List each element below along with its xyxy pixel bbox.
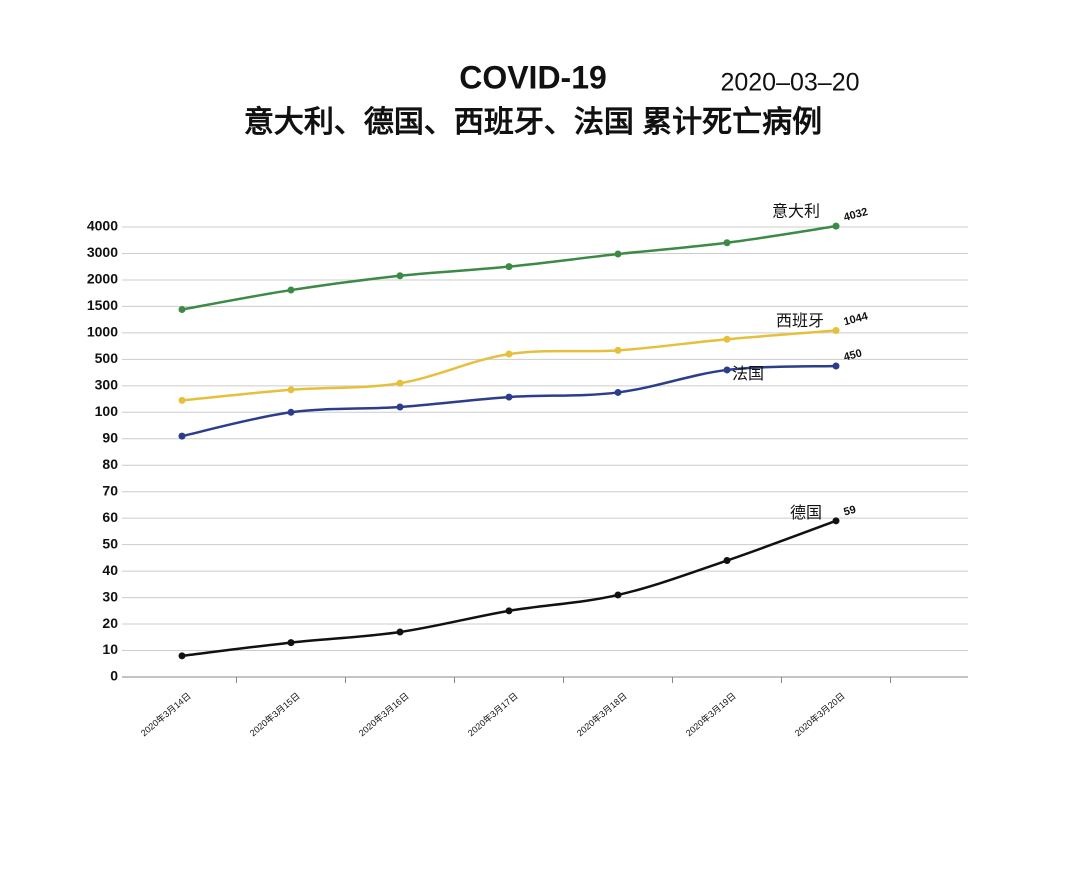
y-tick-label: 10 xyxy=(102,641,118,657)
data-point xyxy=(396,379,404,387)
data-point xyxy=(505,263,513,271)
data-point xyxy=(832,222,840,230)
y-tick-label: 90 xyxy=(102,429,118,445)
data-point xyxy=(614,346,622,354)
value-label: 1044 xyxy=(842,310,870,328)
x-tick-label: 2020年3月16日 xyxy=(356,690,411,738)
series-line xyxy=(181,519,837,658)
data-point xyxy=(832,517,840,525)
y-tick-label: 20 xyxy=(102,615,118,631)
x-tick-label: 2020年3月14日 xyxy=(138,690,193,738)
data-point xyxy=(396,628,404,636)
y-tick-label: 30 xyxy=(102,588,118,604)
y-tick-label: 80 xyxy=(102,456,118,472)
data-point xyxy=(832,362,840,370)
data-point xyxy=(505,393,513,401)
data-point xyxy=(178,652,186,660)
chart-date: 2020–03–20 xyxy=(720,69,859,97)
data-point xyxy=(287,408,295,416)
value-label: 450 xyxy=(842,347,863,363)
data-point xyxy=(287,286,295,294)
chart-title: COVID-19 xyxy=(459,59,607,95)
y-tick-label: 300 xyxy=(95,377,119,393)
y-tick-label: 500 xyxy=(95,350,119,366)
data-point xyxy=(614,250,622,258)
x-tick-label: 2020年3月20日 xyxy=(792,690,847,738)
y-tick-label: 50 xyxy=(102,535,118,551)
x-tick-label: 2020年3月18日 xyxy=(574,690,629,738)
y-tick-label: 0 xyxy=(110,668,118,684)
series-name: 西班牙 xyxy=(776,312,824,330)
x-tick-label: 2020年3月15日 xyxy=(247,690,302,738)
y-tick-label: 60 xyxy=(102,509,118,525)
value-label: 4032 xyxy=(842,206,869,224)
data-point xyxy=(505,607,513,615)
data-point xyxy=(287,386,295,394)
y-tick-label: 1500 xyxy=(87,297,118,313)
y-tick-label: 4000 xyxy=(87,218,118,234)
data-point xyxy=(178,396,186,404)
y-tick-label: 2000 xyxy=(87,271,118,287)
series-name: 法国 xyxy=(732,365,764,383)
data-point xyxy=(396,403,404,411)
data-point xyxy=(614,388,622,396)
data-point xyxy=(287,639,295,647)
data-point xyxy=(723,366,731,374)
series-name: 德国 xyxy=(790,504,822,522)
chart-subtitle: 意大利、德国、西班牙、法国 累计死亡病例 xyxy=(244,105,822,139)
data-point xyxy=(505,350,513,358)
data-point xyxy=(614,591,622,599)
data-point xyxy=(178,306,186,314)
data-point xyxy=(723,239,731,247)
x-tick-label: 2020年3月19日 xyxy=(683,690,738,738)
series-name: 意大利 xyxy=(772,201,820,220)
y-tick-label: 1000 xyxy=(87,324,118,340)
data-point xyxy=(396,272,404,280)
y-tick-label: 40 xyxy=(102,562,118,578)
data-point xyxy=(723,335,731,343)
x-tick-label: 2020年3月17日 xyxy=(465,690,520,738)
y-tick-label: 100 xyxy=(95,403,119,419)
data-point xyxy=(832,327,840,335)
value-label: 59 xyxy=(842,504,857,519)
y-tick-label: 3000 xyxy=(87,244,118,260)
y-tick-label: 70 xyxy=(102,482,118,498)
data-point xyxy=(723,557,731,565)
data-point xyxy=(178,432,186,440)
